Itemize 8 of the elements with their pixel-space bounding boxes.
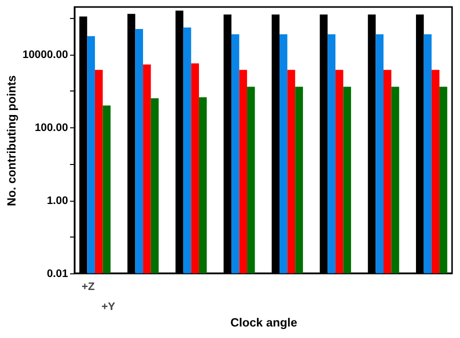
x-axis-title: Clock angle: [230, 315, 298, 330]
y-axis-title: No. contributing points: [4, 74, 19, 206]
y-tick-label: 1.00: [46, 194, 68, 207]
y-tick-label: 10000.00: [22, 48, 68, 61]
text: +Z: [82, 281, 95, 294]
y-tick-label: 0.01: [46, 268, 68, 280]
text: +Y: [101, 301, 116, 314]
y-tick-label: 100.00: [34, 122, 68, 134]
